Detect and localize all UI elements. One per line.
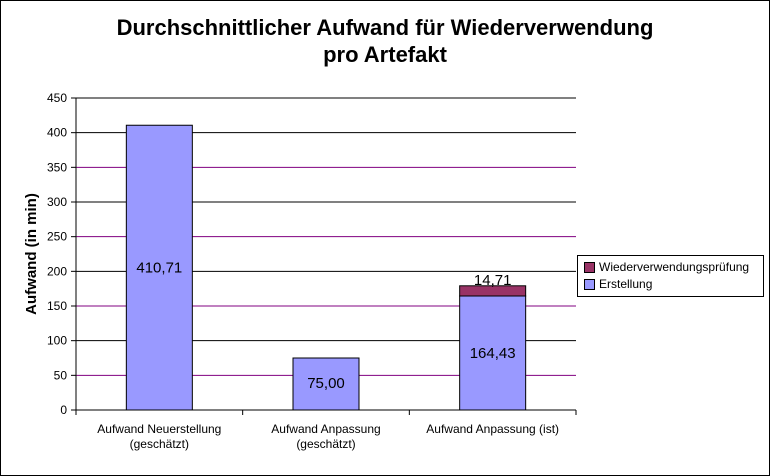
chart-title-line-2: pro Artefakt <box>323 42 447 67</box>
y-tick-label: 100 <box>47 334 67 348</box>
data-label: 75,00 <box>307 375 345 392</box>
x-tick-label: Aufwand Neuerstellung <box>97 422 221 436</box>
bar-erstellung <box>292 357 360 411</box>
legend: Wiederverwendungsprüfung Erstellung <box>577 255 764 297</box>
data-label: 14,71 <box>474 272 512 289</box>
chart-title: Durchschnittlicher Aufwand für Wiederver… <box>0 14 770 68</box>
bar-wiederverwendungspruefung <box>459 285 527 297</box>
y-tick-label: 0 <box>60 403 67 417</box>
legend-swatch <box>584 278 595 290</box>
y-tick-label: 150 <box>47 299 67 313</box>
legend-item: Erstellung <box>584 277 652 291</box>
x-tick-label: Aufwand Anpassung (ist) <box>426 422 559 436</box>
y-tick-label: 450 <box>47 91 67 105</box>
y-tick-label: 250 <box>47 230 67 244</box>
x-tick-label: (geschätzt) <box>130 437 189 451</box>
y-tick-label: 400 <box>47 126 67 140</box>
y-tick-label: 50 <box>54 368 68 382</box>
bar-erstellung <box>125 124 193 411</box>
legend-label: Wiederverwendungsprüfung <box>599 260 750 274</box>
y-tick-label: 300 <box>47 195 67 209</box>
y-tick-label: 350 <box>47 160 67 174</box>
data-label: 410,71 <box>136 260 182 277</box>
x-tick-label: Aufwand Anpassung <box>271 422 380 436</box>
chart-title-line-1: Durchschnittlicher Aufwand für Wiederver… <box>116 15 654 40</box>
y-axis-title: Aufwand (in min) <box>23 193 40 315</box>
x-tick-label: (geschätzt) <box>296 437 355 451</box>
legend-label: Erstellung <box>599 277 653 291</box>
y-tick-label: 200 <box>47 264 67 278</box>
legend-swatch <box>584 261 595 273</box>
legend-item: Wiederverwendungsprüfung <box>584 260 749 274</box>
data-label: 164,43 <box>470 345 516 362</box>
